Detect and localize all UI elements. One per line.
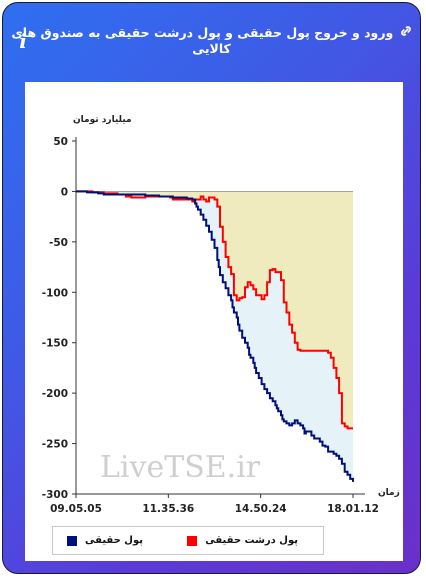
y-tick-label: -50 xyxy=(49,237,68,249)
y-tick-label: -200 xyxy=(42,388,68,400)
area-fill-real xyxy=(76,191,353,482)
chart-card: ورود و خروج پول حقیقی و پول درشت حقیقی ب… xyxy=(2,2,421,574)
legend-swatch-real xyxy=(67,536,78,546)
x-tick-label: 14.50.24 xyxy=(235,503,287,515)
legend-item-bulk[interactable]: پول درشت حقیقی xyxy=(187,533,298,549)
legend: پول حقیقی پول درشت حقیقی xyxy=(52,526,324,555)
legend-swatch-bulk xyxy=(187,536,198,546)
y-tick-label: -150 xyxy=(42,338,68,350)
legend-label-bulk: پول درشت حقیقی xyxy=(205,535,298,546)
watermark: LiveTSE.ir xyxy=(100,450,261,485)
chart-title: ورود و خروج پول حقیقی و پول درشت حقیقی ب… xyxy=(11,25,394,56)
x-tick-label: 18.01.12 xyxy=(327,503,379,515)
y-tick-label: -250 xyxy=(42,439,68,451)
y-tick-label: 50 xyxy=(53,136,68,148)
y-tick-label: 0 xyxy=(61,186,68,198)
chart-svg: LiveTSE.ir 50 0 -50 -100 -150 -200 -250 -300 09.0… xyxy=(42,136,379,515)
y-tick-label: -300 xyxy=(42,489,68,501)
legend-item-real[interactable]: پول حقیقی xyxy=(67,533,143,549)
x-tick-label: 09.05.05 xyxy=(50,503,102,515)
x-axis-label: زمان xyxy=(378,488,400,498)
info-icon[interactable]: i xyxy=(19,29,27,53)
area-fill-bulk xyxy=(76,191,353,429)
series-line-bulk xyxy=(76,190,353,430)
y-tick-label: -100 xyxy=(42,287,68,299)
link-icon[interactable] xyxy=(400,25,412,39)
chart-panel: LiveTSE.ir 50 0 -50 -100 -150 -200 -250 -300 09.0… xyxy=(25,82,403,561)
legend-label-real: پول حقیقی xyxy=(85,535,143,546)
x-tick-label: 11.35.36 xyxy=(142,503,194,515)
y-axis-label: میلیارد تومان xyxy=(73,115,132,125)
chart-header: ورود و خروج پول حقیقی و پول درشت حقیقی ب… xyxy=(11,25,412,65)
series-line-real xyxy=(76,190,354,482)
